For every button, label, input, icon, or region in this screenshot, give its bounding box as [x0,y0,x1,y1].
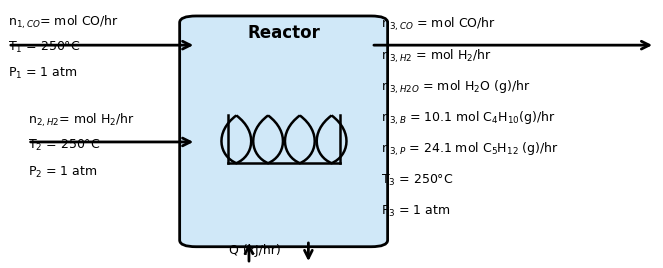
Text: n$_{3,H2}$ = mol H$_2$/hr: n$_{3,H2}$ = mol H$_2$/hr [381,47,492,65]
Text: Q (kJ/hr): Q (kJ/hr) [229,244,281,257]
Text: n$_{1,CO}$= mol CO/hr: n$_{1,CO}$= mol CO/hr [8,13,119,31]
FancyBboxPatch shape [180,16,388,247]
Text: P$_1$ = 1 atm: P$_1$ = 1 atm [8,66,78,81]
Text: n$_{3,H2O}$ = mol H$_2$O (g)/hr: n$_{3,H2O}$ = mol H$_2$O (g)/hr [381,79,530,96]
Text: T$_1$ = 250°C: T$_1$ = 250°C [8,40,80,55]
Text: P$_3$ = 1 atm: P$_3$ = 1 atm [381,204,451,219]
Text: n$_{2,H2}$= mol H$_2$/hr: n$_{2,H2}$= mol H$_2$/hr [28,111,135,129]
Text: n$_{3,CO}$ = mol CO/hr: n$_{3,CO}$ = mol CO/hr [381,16,496,34]
Text: n$_{3,B}$ = 10.1 mol C$_4$H$_{10}$(g)/hr: n$_{3,B}$ = 10.1 mol C$_4$H$_{10}$(g)/hr [381,110,556,127]
Text: P$_2$ = 1 atm: P$_2$ = 1 atm [28,165,97,180]
Text: n$_{3,P}$ = 24.1 mol C$_5$H$_{12}$ (g)/hr: n$_{3,P}$ = 24.1 mol C$_5$H$_{12}$ (g)/h… [381,141,559,158]
Text: T$_2$ = 250°C: T$_2$ = 250°C [28,138,100,153]
Text: Reactor: Reactor [247,24,320,43]
Text: T$_3$ = 250°C: T$_3$ = 250°C [381,172,453,188]
